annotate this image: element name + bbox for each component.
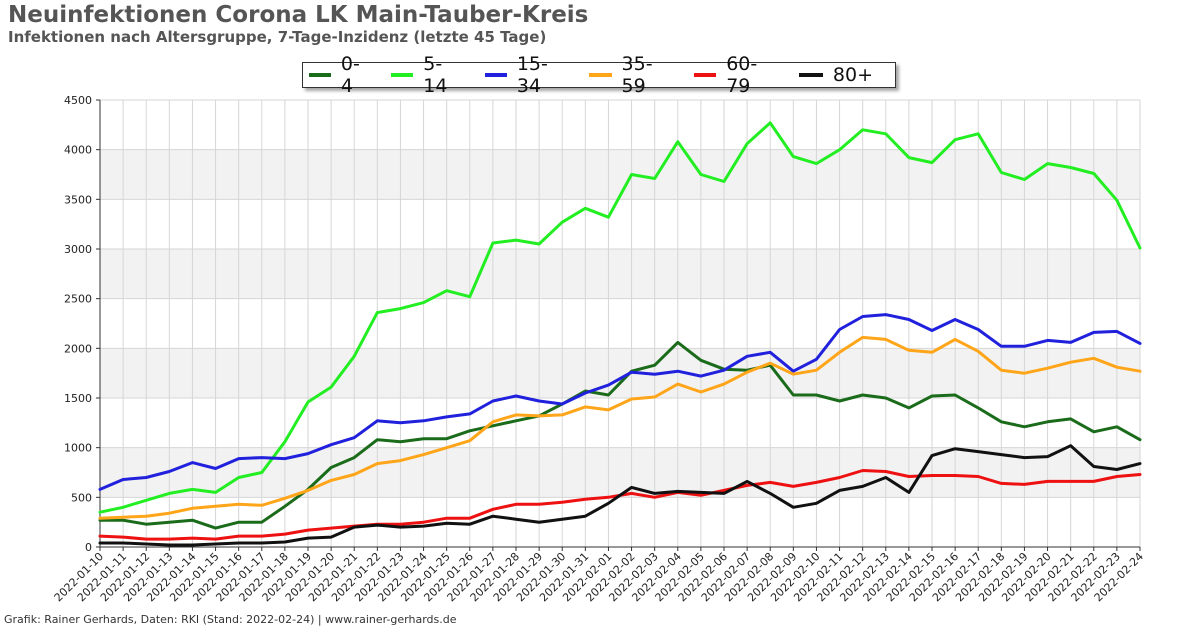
background-bands [100,149,1140,498]
y-tick-label: 4500 [64,94,92,107]
legend-label: 15-34 [516,53,548,97]
chart-title: Neuinfektionen Corona LK Main-Tauber-Kre… [8,2,589,28]
legend-entry: 80+ [798,64,873,86]
series-line-0-4 [98,340,1142,530]
series-line-15-34 [98,313,1142,491]
legend-entry: 5-14 [391,53,462,97]
legend: 0-4 5-14 15-34 35-59 60-79 80+ [302,53,896,97]
chart-subtitle: Infektionen nach Altersgruppe, 7-Tage-In… [8,28,547,46]
legend-swatch [309,73,331,77]
y-tick-label: 3000 [64,243,92,256]
legend-swatch [589,73,612,77]
grid-band [100,149,1140,200]
series-line-80+ [98,444,1142,547]
legend-swatch [484,73,507,77]
legend-entry: 15-34 [484,53,568,97]
footer-credit: Grafik: Rainer Gerhards, Daten: RKI (Sta… [4,613,457,626]
series-line-35-59 [98,335,1142,520]
y-tick-label: 3500 [64,193,92,206]
x-tick-labels: 2022-01-102022-01-112022-01-122022-01-13… [52,547,1146,604]
y-tick-labels: 0 500 1000 1500 2000 2500 3000 3500 4000 4500 [64,94,92,554]
legend-swatch [694,73,717,77]
grid-band [100,249,1140,299]
legend-label: 60-79 [726,53,758,97]
y-tick-label: 4000 [64,144,92,157]
legend-label: 5-14 [423,53,448,97]
y-tick-label: 500 [71,491,92,504]
series-lines [98,121,1142,547]
legend-label: 0-4 [340,53,360,97]
legend-entry: 35-59 [589,53,672,97]
y-tick-label: 2500 [64,293,92,306]
legend-label: 35-59 [621,53,653,97]
y-tick-label: 1000 [64,442,92,455]
legend-swatch [391,73,414,77]
legend-swatch [798,73,823,77]
legend-entry: 0-4 [309,53,369,97]
y-tick-label: 1500 [64,392,92,405]
legend-label: 80+ [832,64,873,86]
grid-band [100,348,1140,398]
y-tick-label: 2000 [64,342,92,355]
legend-entry: 60-79 [694,53,777,97]
axes [99,100,1140,548]
y-tick-label: 0 [85,541,92,554]
